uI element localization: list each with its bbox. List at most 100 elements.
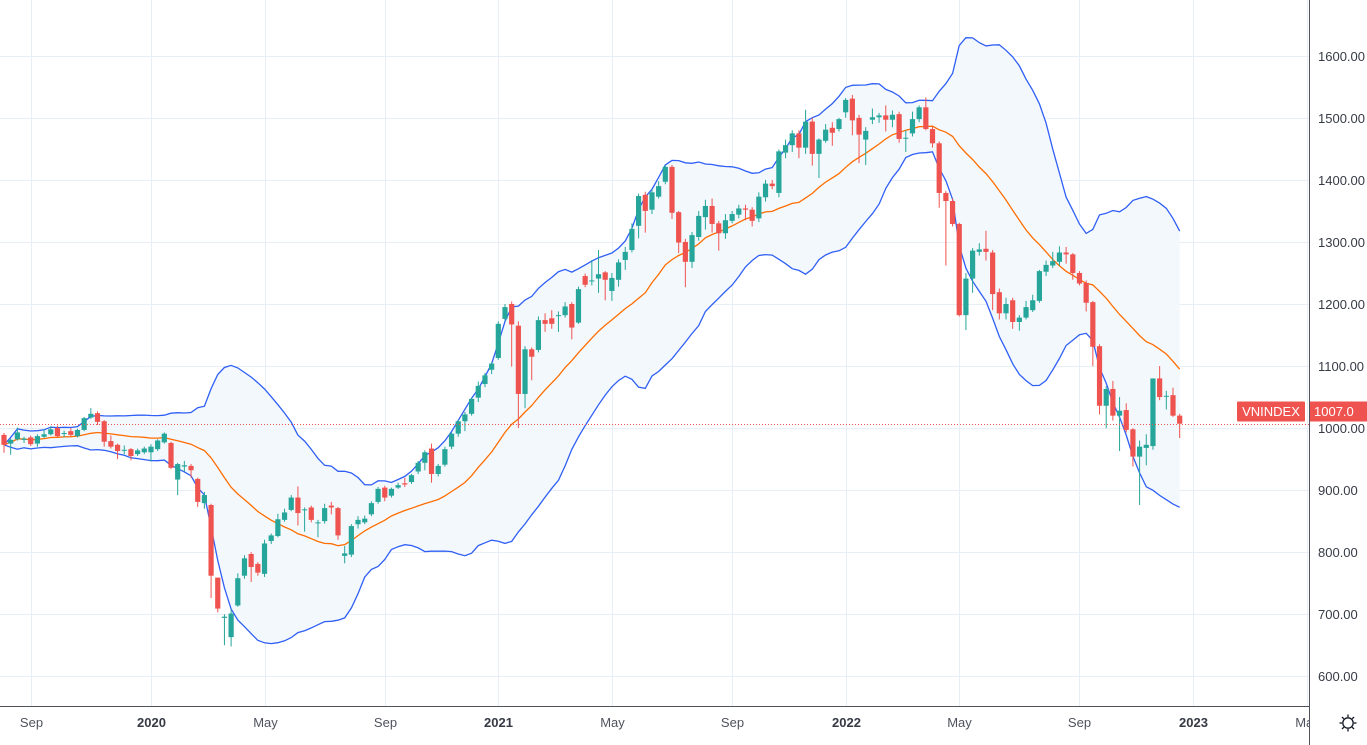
candle-body <box>208 504 214 576</box>
candle-body <box>742 208 749 210</box>
candle-body <box>221 616 228 618</box>
candle <box>288 495 294 512</box>
candle-body <box>696 215 702 237</box>
candle-body <box>375 488 381 502</box>
candle <box>495 321 501 360</box>
candle <box>1050 251 1056 269</box>
candle <box>68 428 74 437</box>
candle-body <box>235 578 241 606</box>
candle <box>1170 387 1176 417</box>
candle-body <box>1177 415 1183 424</box>
price-tick-label: 1100.00 <box>1318 359 1364 374</box>
candle-body <box>281 512 288 520</box>
candle-body <box>702 205 708 218</box>
candle-body <box>215 577 221 609</box>
price-axis[interactable] <box>1309 0 1367 745</box>
candle <box>983 230 989 261</box>
candle <box>1076 271 1083 286</box>
candle-body <box>128 449 134 456</box>
price-tick-label: 900.00 <box>1318 483 1358 498</box>
candle <box>448 432 455 450</box>
candle-body <box>462 414 468 422</box>
candle <box>762 179 769 202</box>
time-axis[interactable] <box>0 707 1309 745</box>
candle-body <box>976 249 982 252</box>
candle <box>342 545 348 564</box>
candle <box>869 108 875 125</box>
candle <box>742 204 749 221</box>
candle <box>522 346 528 409</box>
candle <box>502 303 508 321</box>
candle <box>562 302 568 318</box>
candle-body <box>729 214 735 221</box>
candle <box>976 243 982 256</box>
price-axis-labels: 600.00 700.00 800.00 900.00 1000.00 1100.00 12… <box>1318 49 1365 684</box>
candle <box>709 198 715 233</box>
candle <box>1090 300 1096 367</box>
candle-body <box>983 248 989 252</box>
candle <box>1003 297 1009 320</box>
candle <box>422 450 428 471</box>
gear-icon[interactable] <box>1339 714 1357 732</box>
candle-body <box>1103 388 1109 406</box>
candle-body <box>789 133 795 146</box>
candle-body <box>368 503 374 515</box>
price-tick-label: 1200.00 <box>1318 297 1365 312</box>
candle <box>415 460 421 474</box>
candle <box>295 486 301 526</box>
candle-body <box>782 145 789 153</box>
candle <box>682 238 688 288</box>
candle-body <box>509 303 515 325</box>
candle <box>148 444 154 462</box>
candle-body <box>1 434 7 445</box>
candle-body <box>943 192 949 202</box>
candle-body <box>883 115 889 120</box>
candle <box>1036 269 1042 303</box>
candle <box>949 198 956 227</box>
candle <box>582 273 588 288</box>
candle <box>48 426 54 436</box>
candle <box>201 491 207 509</box>
candle-body <box>255 563 261 573</box>
candle <box>856 114 862 164</box>
candle <box>876 112 882 123</box>
candle-body <box>555 315 562 317</box>
candle-body <box>589 280 595 282</box>
candle-body <box>849 98 855 121</box>
candle <box>322 503 328 524</box>
candle <box>595 250 602 293</box>
candle <box>749 207 755 227</box>
candle <box>549 310 555 329</box>
candle-body <box>863 130 869 140</box>
candle <box>241 555 248 579</box>
candle-body <box>1143 444 1149 448</box>
candle <box>1016 315 1022 331</box>
candle-body <box>682 241 688 262</box>
candle <box>936 141 942 208</box>
candle <box>1043 260 1049 277</box>
candle <box>702 199 708 230</box>
candle-body <box>395 485 401 488</box>
price-tick-label: 1600.00 <box>1318 49 1365 64</box>
candle-body <box>148 446 154 453</box>
time-tick-label: 2022 <box>832 715 861 730</box>
candle-body <box>101 421 107 442</box>
candle-body <box>1137 446 1143 457</box>
time-tick-label: Sep <box>20 715 43 730</box>
candle-body <box>856 117 862 135</box>
candle-body <box>722 220 729 234</box>
candle-body <box>495 323 501 358</box>
candle-body <box>241 558 248 576</box>
candle <box>996 288 1002 320</box>
candle <box>368 501 374 517</box>
candle <box>261 539 268 577</box>
candle <box>1137 440 1143 505</box>
candle <box>555 311 562 332</box>
candle-body <box>1130 429 1136 457</box>
candle-body <box>248 554 254 568</box>
candle-body <box>569 303 575 328</box>
candle-body <box>74 429 81 437</box>
candle <box>649 189 655 215</box>
candle-body <box>542 320 548 324</box>
